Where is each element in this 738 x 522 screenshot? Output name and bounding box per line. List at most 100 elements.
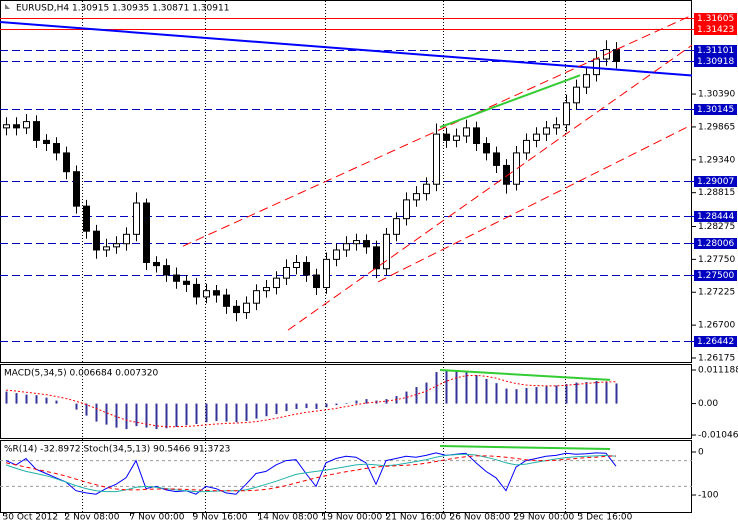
candle-body (523, 139, 530, 154)
macd-panel-frame (0, 364, 692, 439)
period-separators (82, 1, 566, 512)
candle-body (253, 290, 260, 304)
candle-body (213, 290, 220, 296)
candle-body (33, 121, 40, 141)
candle-body (563, 102, 570, 126)
candle-body (193, 283, 200, 298)
candle-body (493, 152, 500, 166)
trend-line (0, 21, 692, 77)
candle-body (123, 233, 130, 245)
candle-body (503, 164, 510, 185)
level-label: 1.30145 (697, 105, 734, 115)
candle-body (553, 124, 560, 129)
x-tick-label: 2 Nov 08:00 (65, 513, 120, 522)
trend-line (377, 124, 692, 283)
panel-title: MACD(5,34,5) 0.006684 0.007320 (4, 369, 159, 379)
panel-plot (5, 369, 618, 430)
candle-body (443, 133, 450, 141)
candle-body (533, 133, 540, 141)
level-label-box (694, 13, 737, 24)
panel-title: %R(14) -32.8972 Stoch(34,5,13) 90.5466 9… (4, 445, 230, 455)
level-label-box (694, 176, 737, 187)
y-tick-label: 1.30390 (698, 90, 735, 100)
level-label-box (694, 104, 737, 115)
candle-body (423, 183, 430, 195)
level-label: 1.30918 (697, 57, 734, 67)
indicator-line (5, 374, 617, 428)
x-tick-label: 26 Nov 08:00 (450, 513, 511, 522)
x-tick-label: 9 Nov 16:00 (193, 513, 248, 522)
candle-body (233, 305, 240, 314)
candle-body (133, 202, 140, 235)
level-label: 1.26442 (697, 337, 734, 347)
candle-body (23, 121, 30, 129)
candle-body (43, 139, 50, 145)
candle-body (243, 302, 250, 314)
candle-body (143, 202, 150, 263)
candle-body (303, 261, 310, 276)
candle-body (293, 261, 300, 269)
candle-body (93, 230, 100, 251)
x-tick-label: 3 Dec 16:00 (578, 513, 633, 522)
indicator-line (5, 452, 617, 495)
y-tick-label: 1.27750 (698, 255, 735, 265)
level-label-box (694, 336, 737, 347)
y-tick-label: 1.26175 (698, 353, 735, 363)
y-tick-label: 1.28815 (698, 188, 735, 198)
candle-body (543, 127, 550, 135)
candle-body (343, 243, 350, 251)
x-tick-label: 7 Nov 00:00 (130, 513, 185, 522)
trend-line (182, 14, 692, 247)
candle-body (113, 243, 120, 248)
candle-body (393, 218, 400, 235)
panel-plot (0, 14, 692, 342)
candle-body (323, 258, 330, 289)
candle-body (483, 143, 490, 154)
candle-body (153, 261, 160, 267)
level-label-box (694, 24, 737, 35)
x-tick-label: 14 Nov 08:00 (258, 513, 319, 522)
candle-body (313, 274, 320, 289)
candle-body (273, 277, 280, 289)
x-tick-label: 30 Oct 2012 (3, 513, 59, 522)
chart-icon (5, 4, 10, 9)
x-tick-label: 19 Nov 00:00 (322, 513, 383, 522)
level-label: 1.27500 (697, 271, 734, 281)
candle-body (83, 205, 90, 232)
level-label-box (694, 270, 737, 281)
candle-body (373, 246, 380, 270)
candle-body (463, 127, 470, 137)
y-tick-label: 0.00 (698, 399, 718, 409)
level-label-box (694, 45, 737, 56)
level-label: 1.29007 (697, 177, 734, 187)
y-tick-label: 1.28275 (698, 222, 735, 232)
trend-line (439, 74, 581, 129)
level-label: 1.31423 (697, 25, 734, 35)
candle-body (13, 124, 20, 129)
candle-body (473, 127, 480, 145)
candle-body (573, 86, 580, 104)
trend-line (439, 445, 611, 450)
price-panel-frame (0, 0, 692, 363)
trend-line (439, 369, 611, 381)
y-tick-label: 1.29865 (698, 122, 735, 132)
candle-body (283, 267, 290, 279)
candle-body (73, 171, 80, 207)
level-label-box (694, 56, 737, 67)
panel-title: EURUSD,H4 1.30915 1.30935 1.30871 1.3091… (16, 4, 229, 14)
y-tick-label: -100 (698, 491, 719, 501)
indicator-line (5, 455, 617, 492)
y-tick-label: 0 (698, 448, 704, 458)
level-label: 1.31101 (697, 46, 734, 56)
x-tick-label: 21 Nov 16:00 (386, 513, 447, 522)
level-label: 1.31605 (697, 14, 734, 24)
candle-body (203, 290, 210, 298)
candle-body (333, 249, 340, 260)
y-tick-label: 1.27225 (698, 288, 735, 298)
panel-plot (0, 445, 692, 495)
x-tick-label: 29 Nov 00:00 (514, 513, 575, 522)
candle-body (63, 152, 70, 173)
candle-body (513, 152, 520, 185)
oscillator-panel-frame (0, 440, 692, 513)
